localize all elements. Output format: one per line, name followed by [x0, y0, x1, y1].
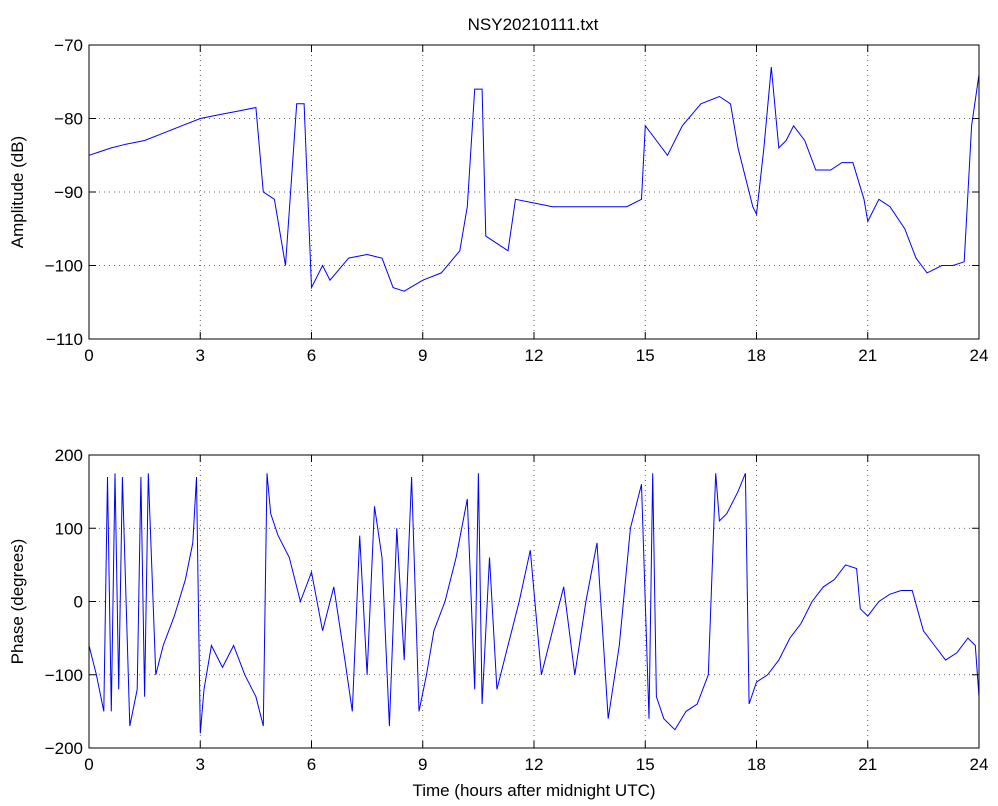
x-tick-label: 6	[307, 755, 316, 774]
x-tick-label: 12	[525, 755, 544, 774]
y-axis-label: Amplitude (dB)	[8, 136, 27, 248]
x-tick-label: 18	[747, 346, 766, 365]
series-line	[88, 473, 980, 734]
y-tick-label: −100	[45, 257, 83, 276]
x-axis-label: Time (hours after midnight UTC)	[412, 781, 655, 800]
x-tick-label: 9	[418, 755, 427, 774]
x-tick-label: 12	[525, 346, 544, 365]
x-tick-label: 24	[970, 755, 989, 774]
amplitude-panel: 0 3 6 9 12 15 18 21 24 −110 −100 −90 −80 −70 Amplitude…	[8, 36, 988, 365]
x-tick-label: 15	[636, 346, 655, 365]
y-tick-label: −100	[45, 666, 83, 685]
y-tick-label: −90	[54, 183, 83, 202]
phase-panel: 0 3 6 9 12 15 18 21 24 −200 −100 0 100 200 Phase (degr…	[8, 446, 988, 800]
x-tick-label: 21	[858, 346, 877, 365]
y-tick-label: 100	[55, 519, 83, 538]
y-tick-label: −200	[45, 739, 83, 758]
x-tick-label: 0	[84, 755, 93, 774]
x-tick-label: 21	[858, 755, 877, 774]
y-tick-label: −80	[54, 110, 83, 129]
x-tick-label: 3	[196, 755, 205, 774]
x-tick-label: 24	[970, 346, 989, 365]
y-axis-label: Phase (degrees)	[8, 539, 27, 665]
y-tick-label: −70	[54, 36, 83, 55]
x-tick-label: 3	[196, 346, 205, 365]
chart-title: NSY20210111.txt	[468, 15, 599, 34]
x-tick-label: 0	[84, 346, 93, 365]
x-tick-label: 18	[747, 755, 766, 774]
series-line	[88, 67, 980, 292]
x-tick-label: 9	[418, 346, 427, 365]
x-tick-label: 15	[636, 755, 655, 774]
y-tick-label: −110	[46, 330, 83, 349]
y-tick-label: 200	[55, 446, 83, 465]
x-tick-label: 6	[307, 346, 316, 365]
y-tick-label: 0	[74, 593, 83, 612]
